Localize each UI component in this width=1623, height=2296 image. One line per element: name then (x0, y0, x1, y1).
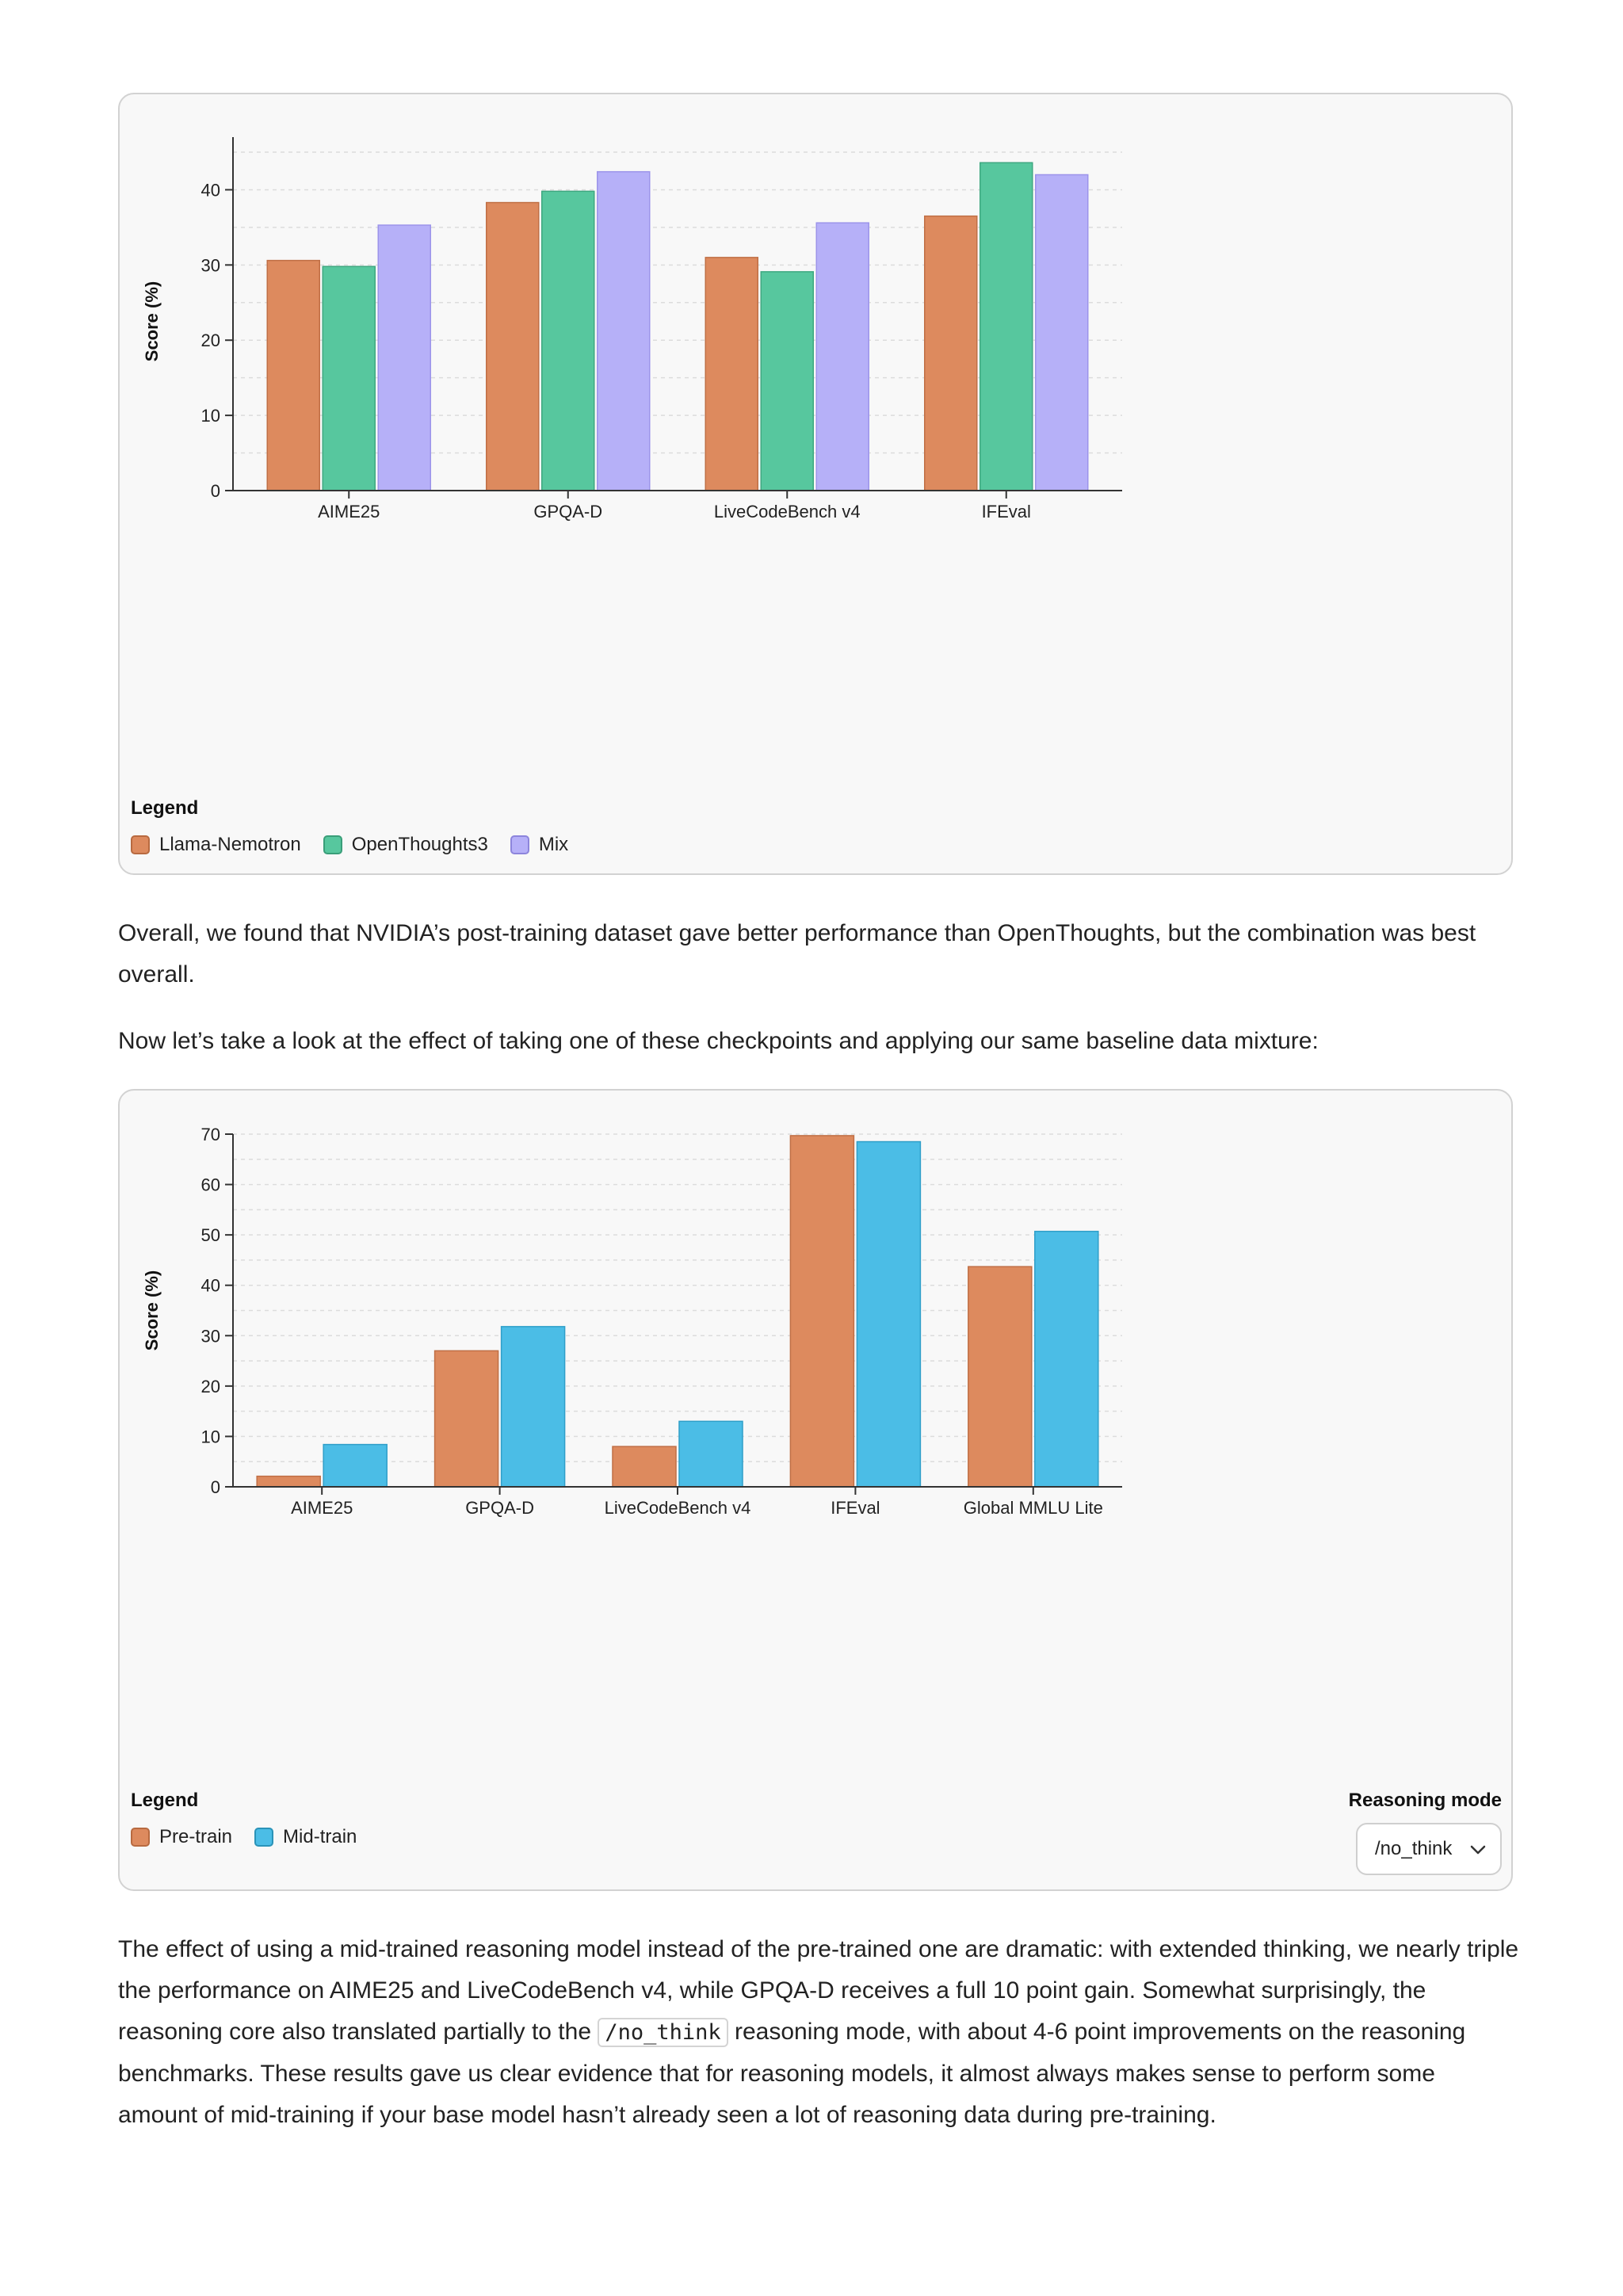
paragraph-text: reasoning mode, with about 4-6 point imp… (118, 2019, 1466, 2128)
bar-llama-nemotron-livecodebench-v4 (705, 257, 758, 491)
legend-swatch (510, 835, 529, 854)
y-tick-label: 30 (201, 1326, 220, 1346)
bar-mix-ifeval (1035, 174, 1089, 491)
y-tick-label: 40 (201, 1276, 220, 1296)
bar-openthoughts3-gpqa-d (541, 190, 595, 491)
paragraph-conclusion: The effect of using a mid-trained reason… (118, 1929, 1521, 2136)
y-tick-label: 60 (201, 1175, 220, 1195)
x-tick-label: Global MMLU Lite (964, 1498, 1103, 1518)
y-tick-label: 30 (201, 255, 220, 275)
x-tick-label: GPQA-D (533, 502, 602, 521)
legend-title: Legend (131, 797, 199, 819)
paragraph-intro: Now let’s take a look at the effect of t… (118, 1028, 1319, 1054)
y-axis-title: Score (%) (142, 1270, 162, 1350)
legend-label: Mid-train (283, 1826, 357, 1847)
bar-llama-nemotron-aime25 (266, 259, 320, 491)
reasoning-mode-value: /no_think (1375, 1838, 1453, 1859)
bar-chart-2: 0 10 20 30 40 50 60 70 Score (%) AIME25 GPQA-D Live… (142, 1125, 1122, 1518)
bar-mid-train-aime25 (323, 1443, 388, 1488)
chart-card-2: 0 10 20 30 40 50 60 70 Score (%) AIME25 GPQA-D Live… (118, 1089, 1513, 1891)
bar-pre-train-livecodebench-v4 (612, 1446, 677, 1488)
legend-swatch (131, 835, 150, 854)
legend-item-openthoughts3[interactable]: OpenThoughts3 (323, 834, 488, 856)
bar-mid-train-livecodebench-v4 (678, 1420, 743, 1488)
legend-item-llama-nemotron[interactable]: Llama-Nemotron (131, 834, 301, 856)
y-axis-title: Score (%) (142, 281, 162, 361)
chart-card-1: 0 10 20 30 40 Score (%) AIME25 GPQA-D LiveCodeBe… (118, 93, 1513, 875)
bar-pre-train-aime25 (256, 1475, 321, 1488)
bar-llama-nemotron-ifeval (924, 215, 978, 491)
bar-mid-train-ifeval (856, 1140, 922, 1488)
reasoning-mode-label: Reasoning mode (1348, 1790, 1502, 1811)
legend-2: Legend Pre-train Mid-train (131, 1790, 357, 1848)
bar-mid-train-gpqa-d (500, 1326, 566, 1488)
bar-openthoughts3-livecodebench-v4 (760, 271, 814, 491)
y-tick-label: 0 (211, 481, 220, 501)
legend-item-mid-train[interactable]: Mid-train (254, 1826, 357, 1848)
x-tick-label: LiveCodeBench v4 (714, 502, 861, 521)
bar-pre-train-global-mmlu-lite (968, 1266, 1033, 1488)
paragraph-summary: Overall, we found that NVIDIA’s post-tra… (118, 920, 1476, 988)
bar-chart-1: 0 10 20 30 40 Score (%) AIME25 GPQA-D LiveCodeBe… (142, 137, 1122, 521)
y-tick-label: 40 (201, 180, 220, 200)
chevron-down-icon (1470, 1838, 1486, 1860)
inline-code: /no_think (598, 2018, 728, 2047)
reasoning-mode-control: Reasoning mode /no_think (1349, 1790, 1502, 1875)
bar-openthoughts3-ifeval (980, 162, 1033, 491)
legend-swatch (323, 835, 342, 854)
bar-pre-train-ifeval (789, 1135, 855, 1488)
legend-label: OpenThoughts3 (351, 834, 488, 855)
bar-pre-train-gpqa-d (433, 1350, 499, 1488)
legend-item-pre-train[interactable]: Pre-train (131, 1826, 232, 1848)
y-tick-label: 20 (201, 330, 220, 350)
y-tick-label: 0 (211, 1477, 220, 1497)
y-tick-label: 10 (201, 406, 220, 426)
bar-llama-nemotron-gpqa-d (486, 201, 540, 491)
bar-mix-livecodebench-v4 (815, 222, 869, 491)
y-tick-label: 10 (201, 1427, 220, 1446)
legend-label: Pre-train (159, 1826, 233, 1847)
legend-item-mix[interactable]: Mix (510, 834, 568, 856)
reasoning-mode-select[interactable]: /no_think (1356, 1823, 1502, 1875)
legend-1: Legend Llama-Nemotron OpenThoughts3 Mix (131, 797, 568, 856)
x-tick-label: IFEval (982, 502, 1031, 521)
legend-title: Legend (131, 1790, 199, 1811)
y-tick-label: 20 (201, 1377, 220, 1396)
x-tick-label: LiveCodeBench v4 (605, 1498, 751, 1518)
legend-swatch (131, 1828, 150, 1847)
bar-mix-gpqa-d (597, 170, 651, 491)
x-tick-label: AIME25 (318, 502, 380, 521)
legend-label: Llama-Nemotron (159, 834, 301, 855)
x-tick-label: GPQA-D (465, 1498, 534, 1518)
x-tick-label: IFEval (831, 1498, 880, 1518)
legend-swatch (254, 1828, 274, 1847)
x-tick-label: AIME25 (291, 1498, 353, 1518)
bar-mid-train-global-mmlu-lite (1034, 1230, 1099, 1488)
paragraph-text: The effect of using a mid-trained reason… (118, 1936, 1519, 2045)
bar-mix-aime25 (377, 224, 431, 491)
y-tick-label: 50 (201, 1225, 220, 1245)
bar-openthoughts3-aime25 (322, 266, 376, 491)
legend-label: Mix (538, 834, 569, 855)
y-tick-label: 70 (201, 1125, 220, 1144)
